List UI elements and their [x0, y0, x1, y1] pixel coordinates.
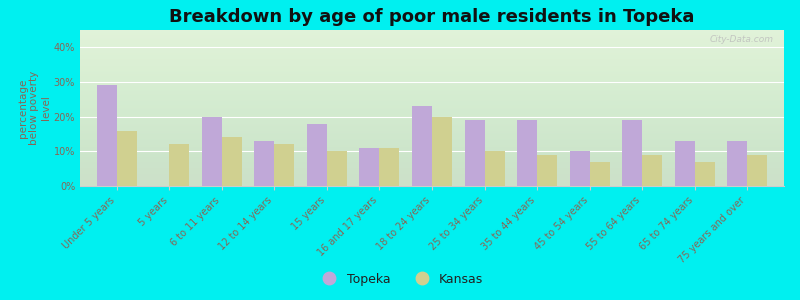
Bar: [379, 148, 399, 186]
Bar: [97, 85, 117, 186]
Bar: [327, 151, 347, 186]
Bar: [674, 141, 694, 186]
Bar: [694, 162, 714, 186]
Legend: Topeka, Kansas: Topeka, Kansas: [312, 268, 488, 291]
Bar: [117, 130, 137, 186]
Bar: [222, 137, 242, 186]
Bar: [432, 117, 452, 186]
Bar: [642, 155, 662, 186]
Bar: [747, 155, 767, 186]
Bar: [465, 120, 485, 186]
Bar: [170, 144, 190, 186]
Bar: [412, 106, 432, 186]
Text: City-Data.com: City-Data.com: [710, 35, 774, 44]
Y-axis label: percentage
below poverty
level: percentage below poverty level: [18, 71, 51, 145]
Bar: [517, 120, 537, 186]
Bar: [590, 162, 610, 186]
Bar: [254, 141, 274, 186]
Bar: [727, 141, 747, 186]
Title: Breakdown by age of poor male residents in Topeka: Breakdown by age of poor male residents …: [170, 8, 694, 26]
Bar: [570, 151, 590, 186]
Bar: [202, 117, 222, 186]
Bar: [622, 120, 642, 186]
Bar: [274, 144, 294, 186]
Bar: [485, 151, 505, 186]
Bar: [359, 148, 379, 186]
Bar: [537, 155, 557, 186]
Bar: [307, 124, 327, 186]
